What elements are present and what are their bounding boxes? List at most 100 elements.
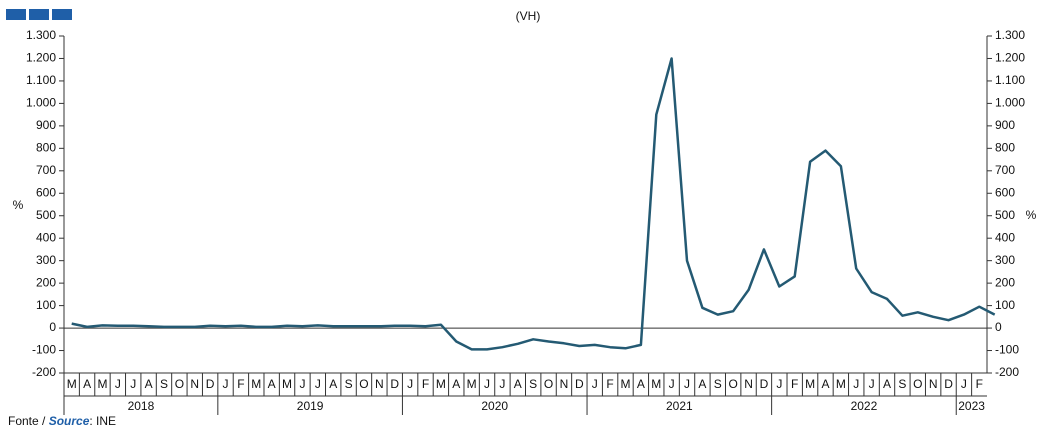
x-tick-label: F — [237, 377, 244, 391]
x-tick-label: D — [944, 377, 953, 391]
y-tick-label: 1.100 — [26, 73, 56, 87]
y-tick-label: 300 — [36, 253, 56, 267]
y2-tick-label: 1.100 — [995, 73, 1025, 87]
year-label: 2023 — [958, 399, 985, 413]
x-tick-label: O — [175, 377, 184, 391]
y2-tick-label: 600 — [995, 185, 1015, 199]
x-tick-label: S — [160, 377, 168, 391]
x-tick-label: N — [190, 377, 199, 391]
x-tick-label: O — [544, 377, 553, 391]
source: Fonte / Source: INE — [8, 414, 116, 428]
x-tick-label: J — [669, 377, 675, 391]
x-tick-label: J — [684, 377, 690, 391]
logo-block — [52, 9, 72, 20]
x-tick-label: A — [514, 377, 522, 391]
y2-tick-label: 1.000 — [995, 96, 1025, 110]
x-tick-label: M — [836, 377, 846, 391]
year-label: 2020 — [481, 399, 508, 413]
x-tick-label: A — [329, 377, 337, 391]
y-tick-label: 200 — [36, 275, 56, 289]
y2-tick-label: 1.300 — [995, 28, 1025, 42]
y-tick-label: 100 — [36, 298, 56, 312]
year-label: 2018 — [128, 399, 155, 413]
x-tick-label: M — [67, 377, 77, 391]
x-tick-label: M — [282, 377, 292, 391]
y-axis-label: % — [13, 198, 24, 212]
y2-tick-label: 500 — [995, 208, 1015, 222]
x-tick-label: A — [698, 377, 706, 391]
x-tick-label: J — [223, 377, 229, 391]
x-tick-label: S — [529, 377, 537, 391]
y-tick-label: 1.300 — [26, 28, 56, 42]
y2-tick-label: 700 — [995, 163, 1015, 177]
y-tick-label: 600 — [36, 185, 56, 199]
y2-tick-label: 0 — [995, 320, 1002, 334]
x-tick-label: N — [560, 377, 569, 391]
y-tick-label: 400 — [36, 230, 56, 244]
x-tick-label: J — [869, 377, 875, 391]
x-tick-label: D — [575, 377, 584, 391]
x-tick-label: A — [452, 377, 460, 391]
x-tick-label: M — [97, 377, 107, 391]
x-tick-label: M — [467, 377, 477, 391]
x-tick-label: J — [299, 377, 305, 391]
y-tick-label: -100 — [32, 343, 56, 357]
y-tick-label: 1.200 — [26, 51, 56, 65]
x-tick-label: A — [268, 377, 276, 391]
x-tick-label: J — [315, 377, 321, 391]
x-tick-label: A — [637, 377, 645, 391]
x-tick-label: A — [83, 377, 91, 391]
y-tick-label: 900 — [36, 118, 56, 132]
y-tick-label: 500 — [36, 208, 56, 222]
logo-block — [6, 9, 26, 20]
y2-tick-label: 800 — [995, 141, 1015, 155]
x-tick-label: F — [422, 377, 429, 391]
x-tick-label: S — [714, 377, 722, 391]
x-tick-label: F — [791, 377, 798, 391]
x-tick-label: J — [592, 377, 598, 391]
x-tick-label: J — [407, 377, 413, 391]
line-series — [71, 57, 996, 351]
y-tick-label: 800 — [36, 141, 56, 155]
x-tick-label: D — [760, 377, 769, 391]
y2-tick-label: 200 — [995, 275, 1015, 289]
year-label: 2021 — [666, 399, 693, 413]
x-tick-label: N — [744, 377, 753, 391]
x-tick-label: J — [853, 377, 859, 391]
year-label: 2022 — [851, 399, 878, 413]
x-tick-label: O — [359, 377, 368, 391]
x-tick-label: D — [206, 377, 215, 391]
x-tick-label: F — [606, 377, 613, 391]
x-tick-label: S — [345, 377, 353, 391]
x-tick-label: J — [130, 377, 136, 391]
y2-tick-label: 400 — [995, 230, 1015, 244]
x-tick-label: M — [620, 377, 630, 391]
x-tick-label: A — [821, 377, 829, 391]
y2-tick-label: -100 — [995, 343, 1019, 357]
x-tick-label: J — [961, 377, 967, 391]
y2-tick-label: 1.200 — [995, 51, 1025, 65]
x-tick-label: O — [729, 377, 738, 391]
x-tick-label: A — [145, 377, 153, 391]
x-tick-label: J — [499, 377, 505, 391]
x-tick-label: S — [898, 377, 906, 391]
x-tick-label: D — [390, 377, 399, 391]
source-label: Source — [49, 414, 90, 428]
y2-tick-label: -200 — [995, 365, 1019, 379]
x-tick-label: M — [436, 377, 446, 391]
x-tick-label: J — [115, 377, 121, 391]
year-label: 2019 — [297, 399, 324, 413]
x-tick-label: N — [375, 377, 384, 391]
y-tick-label: -200 — [32, 365, 56, 379]
x-tick-label: J — [484, 377, 490, 391]
source-prefix: Fonte / — [8, 414, 49, 428]
y-tick-label: 0 — [49, 320, 56, 334]
logo-block — [29, 9, 49, 20]
x-tick-label: M — [651, 377, 661, 391]
y2-tick-label: 100 — [995, 298, 1015, 312]
chart-subtitle: (VH) — [516, 9, 541, 23]
y2-tick-label: 900 — [995, 118, 1015, 132]
y2-axis-label: % — [1026, 208, 1037, 222]
